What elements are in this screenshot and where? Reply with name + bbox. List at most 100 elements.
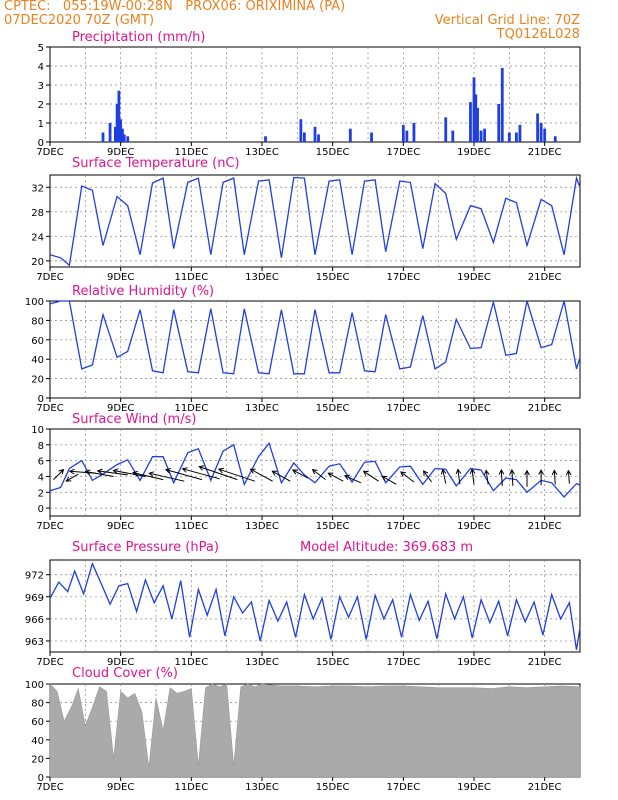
y-tick-label: 6 [38, 457, 44, 468]
x-tick-label: 17DEC [386, 782, 420, 793]
panel-3 [46, 429, 580, 520]
x-tick-label: 13DEC [245, 657, 279, 668]
x-tick-label: 7DEC [36, 782, 63, 793]
wind-arrow [401, 472, 414, 482]
x-tick-label: 13DEC [245, 521, 279, 532]
y-tick-label: 5 [38, 43, 44, 54]
y-tick-label: 2 [38, 100, 44, 111]
x-tick-label: 21DEC [528, 272, 562, 283]
y-tick-label: 60 [31, 336, 44, 347]
y-tick-label: 28 [31, 208, 44, 219]
precip-bar [508, 133, 511, 143]
x-tick-label: 21DEC [528, 403, 562, 414]
precip-bar [501, 68, 504, 142]
precip-bar [303, 133, 306, 143]
x-tick-label: 9DEC [107, 521, 134, 532]
x-tick-label: 13DEC [245, 272, 279, 283]
precip-bar [519, 125, 522, 142]
x-tick-label: 15DEC [316, 782, 350, 793]
precip-bar [413, 123, 416, 142]
x-tick-label: 13DEC [245, 782, 279, 793]
x-tick-label: 9DEC [107, 272, 134, 283]
x-tick-label: 13DEC [245, 147, 279, 158]
panel-title: Relative Humidity (%) [72, 284, 214, 299]
y-tick-label: 972 [25, 571, 44, 582]
y-tick-label: 40 [31, 736, 44, 747]
precip-bar [109, 123, 112, 142]
precip-bar [480, 131, 483, 142]
x-tick-label: 11DEC [174, 521, 208, 532]
x-tick-label: 7DEC [36, 521, 63, 532]
precip-bar [314, 127, 317, 142]
x-tick-label: 21DEC [528, 782, 562, 793]
panel-2 [46, 301, 580, 402]
wind-arrow [54, 470, 64, 480]
precip-bar [515, 133, 518, 143]
x-tick-label: 19DEC [457, 782, 491, 793]
x-tick-label: 15DEC [316, 657, 350, 668]
y-tick-label: 8 [38, 441, 44, 452]
panel-0 [46, 47, 580, 146]
precip-bar [554, 136, 557, 142]
precip-bar [370, 133, 373, 143]
panel-title: Cloud Cover (%) [72, 666, 178, 681]
y-tick-label: 20 [31, 257, 44, 268]
y-tick-label: 2 [38, 488, 44, 499]
y-tick-label: 80 [31, 699, 44, 710]
x-tick-label: 15DEC [316, 147, 350, 158]
x-tick-label: 13DEC [245, 403, 279, 414]
panel-1 [46, 175, 580, 271]
precip-bar [543, 129, 546, 142]
precip-bar [349, 129, 352, 142]
precip-bar [402, 125, 405, 142]
precip-bar [405, 131, 408, 142]
precip-bar [102, 133, 105, 143]
y-tick-label: 40 [31, 355, 44, 366]
precip-bar [123, 134, 126, 142]
y-tick-label: 100 [25, 297, 44, 308]
series-line [50, 301, 580, 374]
wind-arrow [501, 470, 502, 486]
series-line [50, 564, 580, 650]
x-tick-label: 15DEC [316, 521, 350, 532]
wind-arrow [251, 469, 273, 481]
x-tick-label: 11DEC [174, 782, 208, 793]
precip-bar [299, 119, 302, 142]
panel-5 [46, 684, 580, 781]
y-tick-label: 966 [25, 615, 44, 626]
y-tick-label: 80 [31, 316, 44, 327]
precip-bar [126, 136, 129, 142]
x-tick-label: 9DEC [107, 782, 134, 793]
x-tick-label: 17DEC [386, 521, 420, 532]
precip-bar [497, 104, 500, 142]
x-tick-label: 21DEC [528, 657, 562, 668]
y-tick-label: 0 [38, 504, 44, 515]
cloud-area [50, 684, 580, 777]
x-tick-label: 15DEC [316, 272, 350, 283]
precip-bar [469, 102, 472, 142]
y-tick-label: 10 [31, 425, 44, 436]
precip-bar [264, 136, 267, 142]
x-tick-label: 21DEC [528, 521, 562, 532]
x-tick-label: 19DEC [457, 521, 491, 532]
y-tick-label: 1 [38, 119, 44, 130]
panel-title: Surface Temperature (nC) [72, 156, 240, 171]
x-tick-label: 7DEC [36, 403, 63, 414]
x-tick-label: 19DEC [457, 657, 491, 668]
y-tick-label: 4 [38, 472, 44, 483]
precip-bar [317, 134, 320, 142]
x-tick-label: 17DEC [386, 147, 420, 158]
panel-frame [50, 301, 580, 398]
panel-title: Surface Wind (m/s) [72, 412, 196, 427]
y-tick-label: 60 [31, 717, 44, 728]
y-tick-label: 3 [38, 81, 44, 92]
y-tick-label: 24 [31, 232, 44, 243]
x-tick-label: 7DEC [36, 657, 63, 668]
x-tick-label: 19DEC [457, 403, 491, 414]
y-tick-label: 963 [25, 637, 44, 648]
x-tick-label: 7DEC [36, 272, 63, 283]
panel-annotation: Model Altitude: 369.683 m [300, 540, 473, 555]
x-tick-label: 19DEC [457, 272, 491, 283]
x-tick-label: 17DEC [386, 403, 420, 414]
